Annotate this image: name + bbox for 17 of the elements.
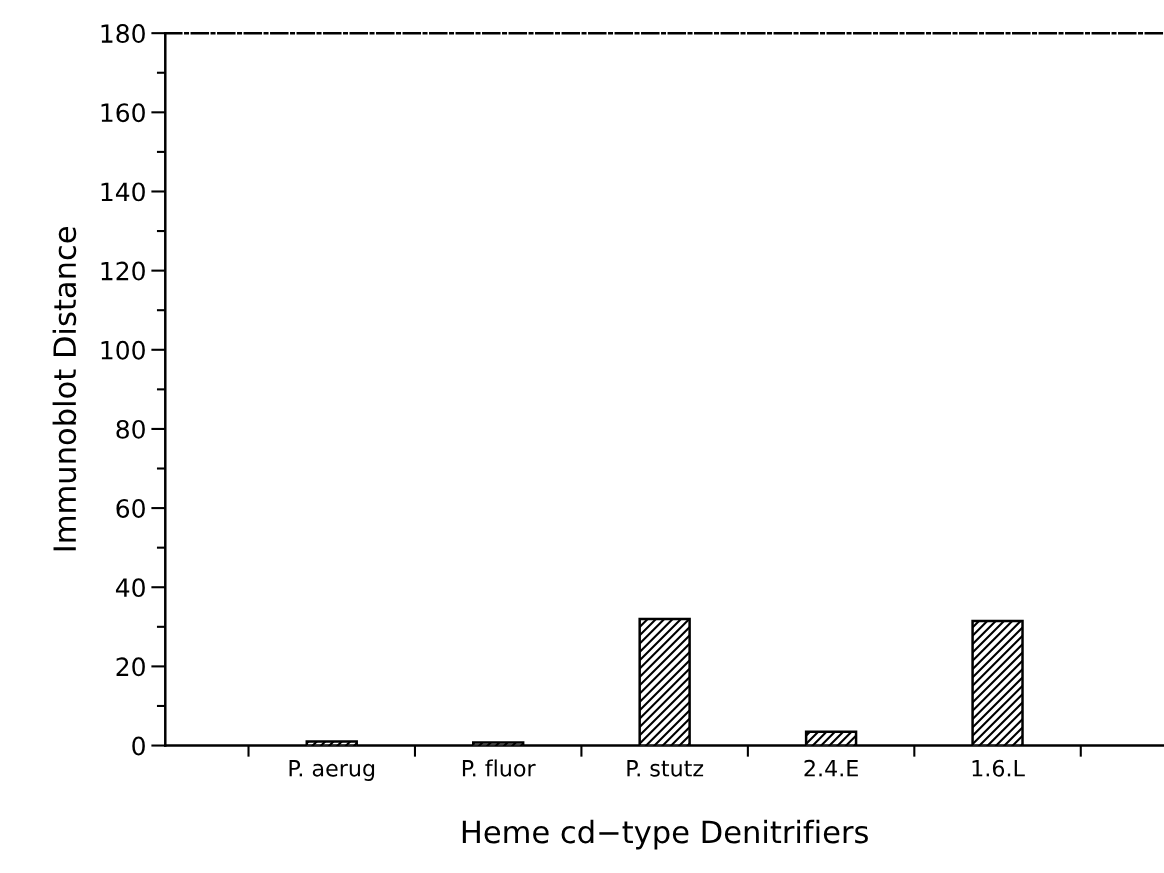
y-tick-label: 180 bbox=[101, 24, 145, 44]
y-tick-label: 20 bbox=[116, 657, 145, 677]
y-tick-label: 60 bbox=[116, 499, 145, 518]
x-axis-title: Heme cd−type Denitrifiers bbox=[462, 819, 868, 850]
x-tick-label: 2.4.E bbox=[804, 759, 858, 777]
y-tick-label: 140 bbox=[101, 182, 145, 202]
y-tick-label: 120 bbox=[101, 261, 145, 281]
y-tick-label: 80 bbox=[116, 419, 145, 439]
x-tick-label: P. fluor bbox=[462, 759, 536, 777]
y-tick-label: 100 bbox=[101, 340, 145, 360]
y-axis-title: Immunoblot Distance bbox=[52, 227, 77, 551]
y-tick-label: 40 bbox=[115, 578, 145, 598]
y-tick-label: 0 bbox=[132, 736, 145, 756]
x-tick-label: 1.6.L bbox=[972, 759, 1025, 777]
x-tick-label: P. aerug bbox=[289, 760, 375, 781]
y-tick-label: 160 bbox=[101, 103, 145, 123]
x-tick-label: P. stutz bbox=[627, 760, 704, 777]
